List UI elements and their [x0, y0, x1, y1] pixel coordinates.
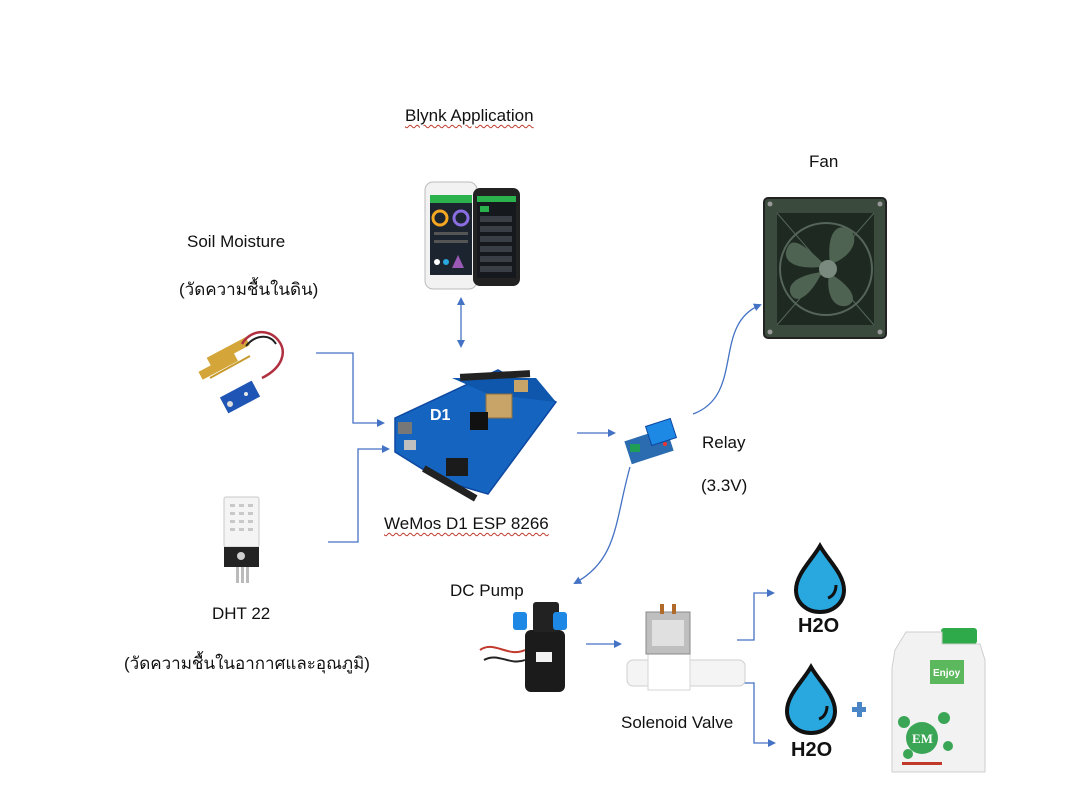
- dc-pump-icon: [479, 602, 567, 692]
- blynk-label: Blynk Application: [405, 106, 534, 125]
- relay-voltage-label: (3.3V): [701, 476, 748, 495]
- solenoid-valve-icon: [626, 604, 746, 691]
- arrow-relay-pump: [573, 466, 631, 584]
- arrow-dht-wemos: [328, 445, 390, 543]
- blynk-phone-icon: [424, 181, 520, 290]
- em-bottle-icon: Enjoy EM: [891, 628, 986, 773]
- soil-sensor-icon: [198, 331, 284, 414]
- dht22-sensor-icon: [223, 496, 260, 583]
- em-tag-text: Enjoy: [933, 668, 961, 679]
- arrow-valve-mix: [737, 682, 776, 747]
- dht22-label: DHT 22: [212, 604, 271, 623]
- board-silk-text: D1: [430, 407, 451, 424]
- water-drop-icon: H2O: [784, 662, 838, 761]
- plus-icon: [852, 702, 866, 717]
- soil-moisture-label: Soil Moisture: [187, 232, 286, 251]
- fan-label: Fan: [809, 152, 839, 171]
- solenoid-valve-label: Solenoid Valve: [621, 713, 734, 732]
- relay-module-icon: [624, 417, 678, 465]
- fan-icon: [763, 197, 887, 339]
- water-formula-top: H2O: [798, 615, 839, 637]
- dc-pump-label: DC Pump: [450, 581, 524, 600]
- arrow-valve-water: [737, 589, 775, 641]
- relay-label: Relay: [702, 433, 746, 452]
- connectors: [316, 297, 776, 747]
- soil-moisture-thai-label: (วัดความชื้นในดิน): [179, 280, 319, 299]
- arrow-soil-wemos: [316, 352, 385, 427]
- em-brand-text: EM: [912, 731, 933, 746]
- arrow-relay-fan: [692, 303, 762, 415]
- wemos-label: WeMos D1 ESP 8266: [384, 514, 549, 533]
- dht22-thai-label: (วัดความชื้นในอากาศและอุณภูมิ): [124, 654, 370, 673]
- water-drop-icon: H2O: [793, 541, 847, 637]
- wemos-board-icon: D1: [394, 369, 558, 502]
- water-formula-bottom: H2O: [791, 739, 832, 761]
